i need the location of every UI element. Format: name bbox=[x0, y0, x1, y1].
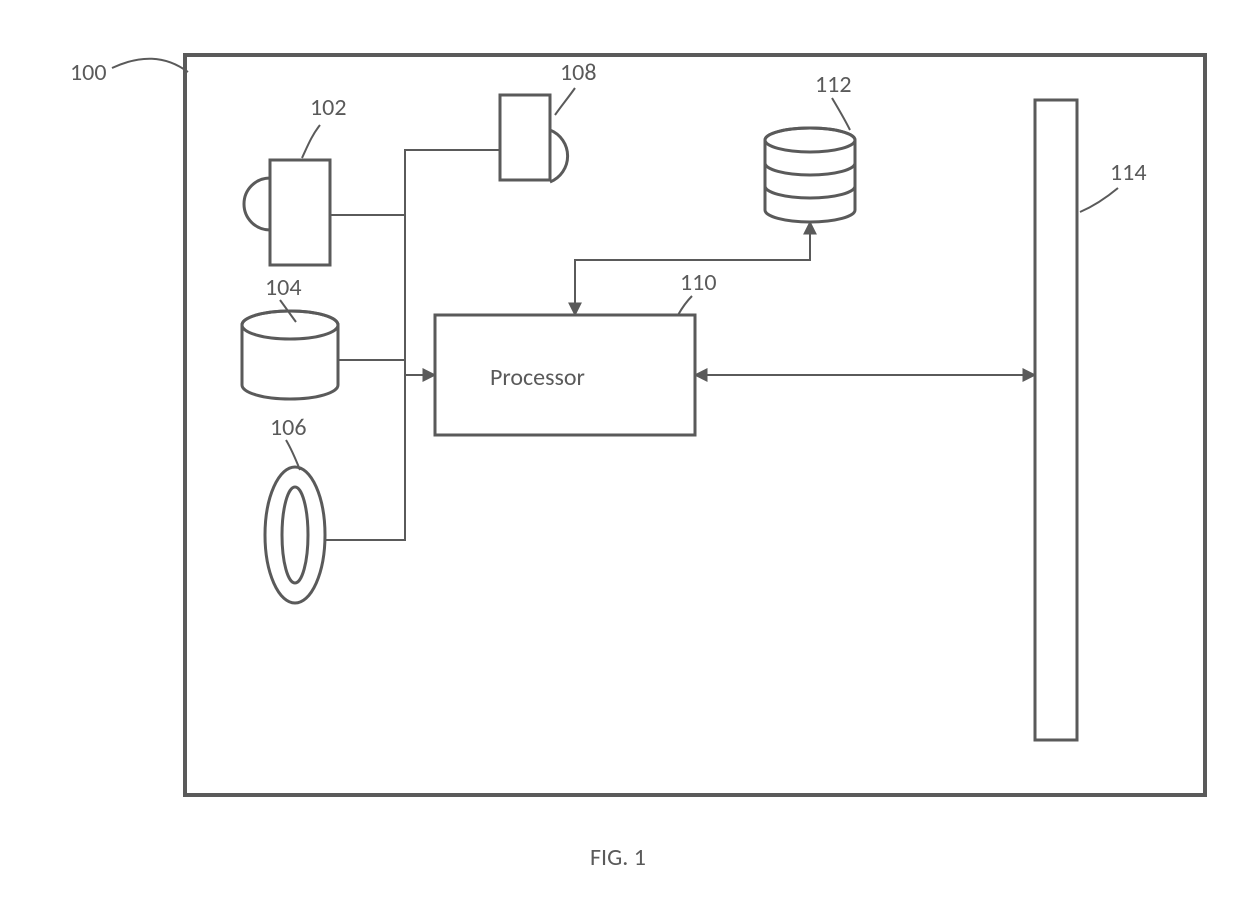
panel-114: 114 bbox=[1035, 100, 1147, 740]
ref-100: 100 bbox=[70, 58, 107, 87]
database-112: 112 bbox=[765, 70, 855, 222]
ref-100-leader bbox=[112, 59, 188, 72]
camera-102: 102 bbox=[244, 93, 347, 265]
ref-108: 108 bbox=[560, 58, 597, 87]
ref-110: 110 bbox=[680, 268, 717, 297]
figure-caption: FIG. 1 bbox=[590, 843, 646, 872]
cylinder-104: 104 bbox=[242, 273, 338, 399]
camera-108: 108 bbox=[500, 58, 597, 182]
ref-102: 102 bbox=[310, 93, 347, 122]
connectors bbox=[325, 150, 1035, 540]
ref-112: 112 bbox=[815, 70, 852, 99]
lens-106: 106 bbox=[265, 413, 325, 603]
ref-114: 114 bbox=[1110, 158, 1147, 187]
ref-106: 106 bbox=[270, 413, 307, 442]
ref-104: 104 bbox=[265, 273, 302, 302]
processor-label: Processor bbox=[490, 363, 585, 392]
